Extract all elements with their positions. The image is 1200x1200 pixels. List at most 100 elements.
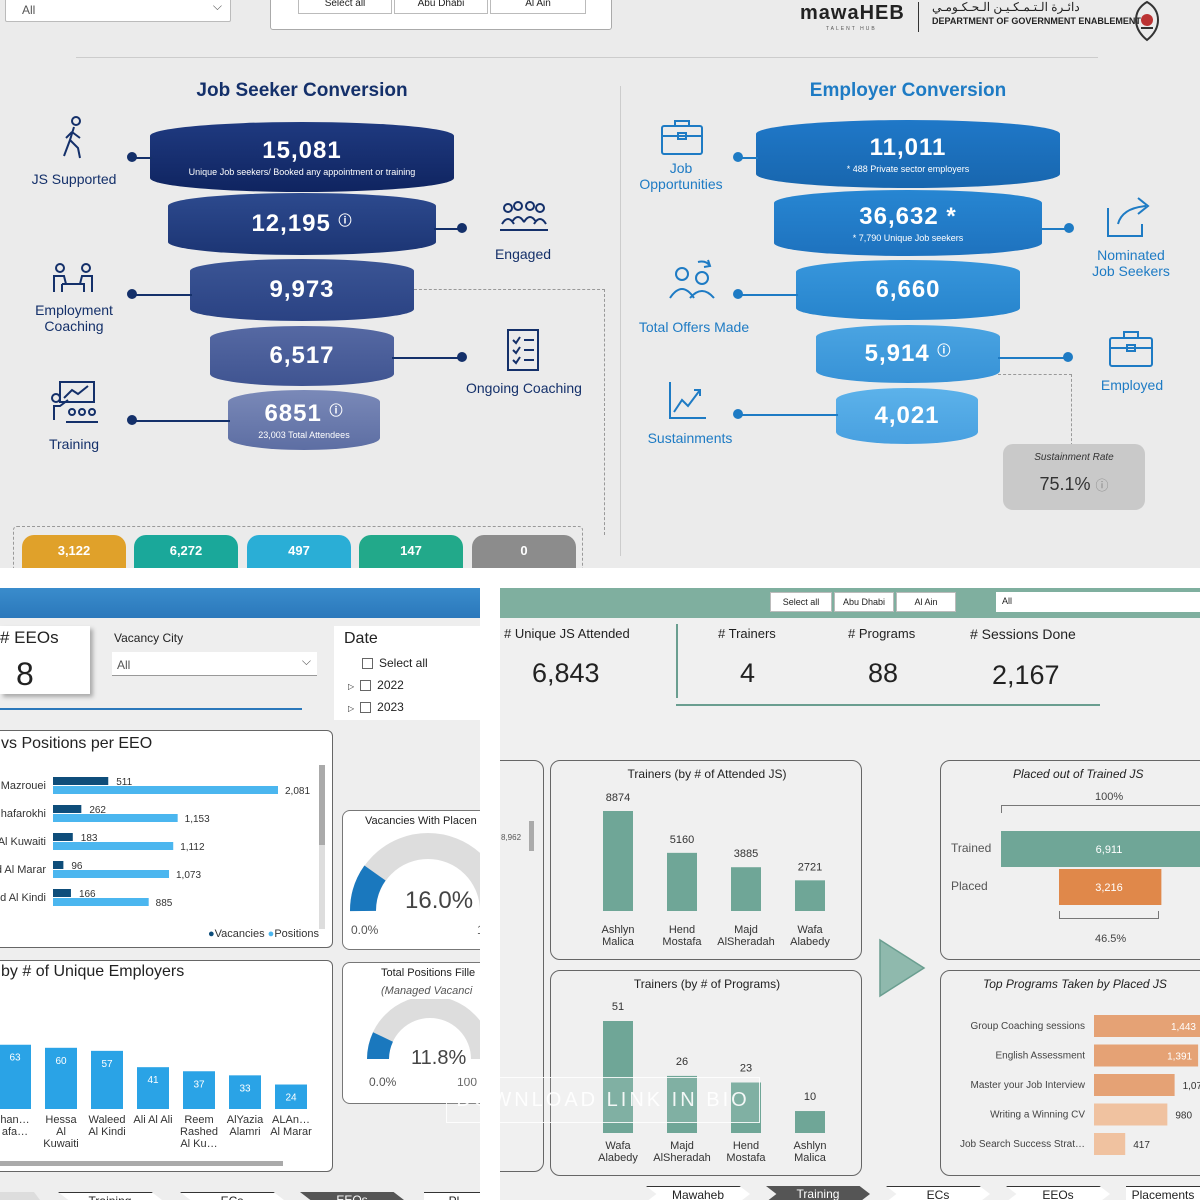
employers-bar [275,1084,307,1109]
bar-category-label: d Al Marar [0,864,46,876]
vacancies-data-label: 96 [71,861,83,872]
nav-tab-ecs[interactable]: ECs [180,1192,284,1200]
funnel-value: 6,660 [875,276,941,303]
info-icon[interactable]: ⓘ [1095,478,1109,493]
expand-icon[interactable]: ▷ [348,682,355,691]
program-bar [1094,1015,1200,1037]
connector-line [392,357,460,359]
employers-bar [229,1075,261,1109]
nav-tab-eeos[interactable]: EEOs [1006,1186,1110,1200]
employers-data-label: 24 [285,1093,297,1104]
kpi-unique-js-label: # Unique JS Attended [504,626,630,641]
trainers-programs-svg: 51 Wafa Alabedy 26 Majd AlSheradah 23 Hend Mosta… [598,1001,827,1164]
kpi-tile-1[interactable]: 3,122 [22,535,126,568]
connector-dot [127,152,137,162]
funnel-subtext: 23,003 Total Attendees [258,430,350,440]
abu-dhabi-button[interactable]: Abu Dhabi [834,592,894,612]
js-funnel-supported[interactable]: 15,081 Unique Job seekers/ Booked any ap… [150,122,454,192]
legend-positions-label: Positions [274,928,319,940]
top-programs-svg: Group Coaching sessions 1,443 English Asse… [960,1015,1200,1155]
select-all-button[interactable]: Select all [770,592,832,612]
emp-funnel-opportunities[interactable]: 11,011 * 488 Private sector employers [756,120,1060,188]
date-slicer: Date Select all ▷ 2022 ▷ 2023 [334,626,480,720]
employer-name-label: Reem Rashed Al Ku… [180,1114,218,1150]
al-ain-button[interactable]: Al Ain [896,592,956,612]
abu-dhabi-button[interactable]: Abu Dhabi [394,0,488,14]
chart-title: Top Programs Taken by Placed JS [983,977,1167,991]
emp-funnel-nominated[interactable]: 36,632 * * 7,790 Unique Job seekers [774,190,1042,256]
emp-funnel-offers[interactable]: 6,660 [796,260,1020,320]
js-funnel-engaged[interactable]: 12,195 ⓘ [168,193,436,255]
nav-tab-1[interactable] [0,1192,40,1200]
select-all-button[interactable]: Select all [298,0,392,14]
js-funnel-training[interactable]: 6851 ⓘ 23,003 Total Attendees [228,390,380,450]
vacancies-positions-svg: Mazrouei 511 2,081 hafarokhi 262 1,153 Al Kuwa… [0,777,310,909]
tile-value: 6,272 [169,543,203,558]
info-icon[interactable]: ⓘ [338,213,353,228]
emp-funnel-sustainments[interactable]: 4,021 [836,388,978,444]
dept-arabic-name: دائـرة الـتـمـكـيـن الـحـكـومـي [932,0,1080,14]
nav-tab-placements[interactable]: Placements [1126,1186,1200,1200]
scrollbar[interactable] [529,821,534,851]
unique-employers-svg: 63 han… afa… 60 Hessa Al Kuwaiti 57 Waleed Al Kin… [0,1044,312,1150]
al-ain-button[interactable]: Al Ain [490,0,586,14]
side-value: 8,962 [501,833,522,842]
connector-dot [457,223,467,233]
kpi-tile-5[interactable]: 0 [472,535,576,568]
dept-english-name: DEPARTMENT OF GOVERNMENT ENABLEMENT [932,16,1141,26]
region-filter-dropdown[interactable]: All ⌵ [5,0,231,22]
funnel-subtext: * 7,790 Unique Job seekers [852,233,964,243]
connector-dot [127,415,137,425]
positions-data-label: 885 [156,898,173,909]
connector-line [134,157,152,159]
nav-tab-training[interactable]: Training [766,1186,870,1200]
emp-funnel-employed[interactable]: 5,914 ⓘ [816,325,1000,383]
employer-title: Employer Conversion [809,80,1007,101]
funnel-value: 4,021 [874,402,940,429]
vacancies-bar [53,833,73,841]
kpi-tile-2[interactable]: 6,272 [134,535,238,568]
connector-dot [733,289,743,299]
vacancies-positions-chart: vs Positions per EEO Mazrouei 511 2,081 haf… [0,730,333,948]
tile-value: 497 [288,543,310,558]
info-icon[interactable]: ⓘ [329,403,344,418]
nav-tab-mawaheb[interactable]: Mawaheb [646,1186,750,1200]
bracket-bottom [1059,911,1159,919]
info-icon[interactable]: ⓘ [937,343,952,358]
scrollbar[interactable] [0,1161,283,1166]
program-data-label: 1,077 [1183,1081,1200,1092]
vacancy-city-dropdown[interactable]: All ⌵ [112,652,317,676]
employer-name-label: ALAn… Al Marar [270,1114,312,1138]
scrollbar[interactable] [319,765,325,929]
nav-tab-placements[interactable]: Pl [424,1192,480,1200]
trainer-bar [795,1111,825,1133]
funnel-subtext: * 488 Private sector employers [846,164,970,174]
nav-tab-eeos[interactable]: EEOs [300,1192,404,1200]
total-offers-label: Total Offers Made [638,319,750,335]
js-funnel-ongoing[interactable]: 6,517 [210,326,394,386]
trainer-name-label: Hend Mostafa [726,1140,766,1164]
conversion-panel: All ⌵ Select all Abu Dhabi Al Ain mawaHE… [0,0,1200,568]
filter-dropdown[interactable]: All [996,592,1200,612]
filter-value: All [1002,596,1013,606]
expand-icon[interactable]: ▷ [348,704,355,713]
tile-value: 147 [400,543,422,558]
js-funnel-coaching[interactable]: 9,973 [190,259,414,321]
employed-label: Employed [1100,377,1164,393]
date-option-select-all[interactable]: Select all [362,656,428,670]
nav-tab-ecs[interactable]: ECs [886,1186,990,1200]
unique-employers-chart: by # of Unique Employers 63 han… afa… 60 Hes… [0,960,333,1172]
nav-tab-training[interactable]: Training [58,1192,162,1200]
connector-dot [1064,223,1074,233]
kpi-tile-3[interactable]: 497 [247,535,351,568]
gauge-subtitle: (Managed Vacanci [381,985,473,997]
briefcase-icon [1109,331,1153,367]
trainer-data-label: 26 [676,1056,688,1068]
date-option-2023[interactable]: ▷ 2023 [348,700,404,714]
date-option-2022[interactable]: ▷ 2022 [348,678,404,692]
gauge-value: 11.8% [411,1047,467,1069]
eeo-panel: # EEOs 8 Vacancy City All ⌵ Date Select … [0,588,480,1200]
eeos-card: # EEOs 8 [0,626,90,694]
trainer-bar [795,880,825,911]
kpi-tile-4[interactable]: 147 [359,535,463,568]
